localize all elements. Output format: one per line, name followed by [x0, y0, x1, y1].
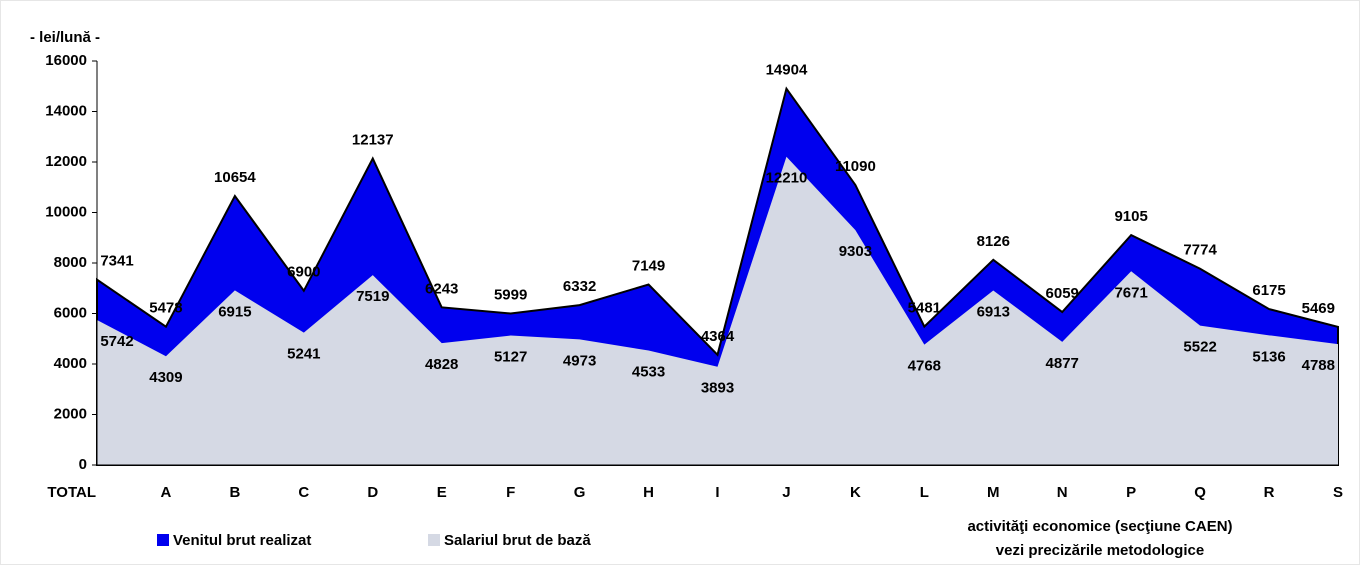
data-label: 9303: [839, 243, 872, 260]
data-label: 4364: [701, 328, 735, 345]
data-label: 6332: [563, 278, 596, 295]
x-axis-label: activităţi economice (secţiune CAEN): [967, 518, 1232, 535]
legend-swatch: [428, 534, 440, 546]
x-tick-label: G: [574, 484, 586, 501]
y-tick-label: 8000: [54, 254, 87, 271]
data-label: 7774: [1183, 242, 1217, 259]
y-tick-label: 4000: [54, 355, 87, 372]
data-label: 5478: [149, 300, 182, 317]
data-label: 6059: [1046, 285, 1079, 302]
y-tick-label: 0: [79, 456, 87, 473]
data-label: 4533: [632, 364, 665, 381]
data-label: 6175: [1252, 282, 1285, 299]
y-tick-label: 14000: [45, 102, 87, 119]
x-tick-label: K: [850, 484, 861, 501]
data-label: 3893: [701, 380, 734, 397]
data-label: 6243: [425, 280, 458, 297]
y-tick-label: 16000: [45, 52, 87, 69]
x-tick-label: L: [920, 484, 929, 501]
data-label: 6900: [287, 264, 320, 281]
data-label: 5522: [1183, 339, 1216, 356]
data-label: 12210: [766, 170, 808, 187]
data-label: 7341: [100, 253, 133, 270]
x-tick-label: M: [987, 484, 1000, 501]
x-axis-label: vezi precizările metodologice: [996, 542, 1204, 559]
x-tick-label: F: [506, 484, 515, 501]
x-tick-label: TOTAL: [47, 484, 96, 501]
data-label: 5136: [1252, 348, 1285, 365]
data-label: 5469: [1302, 300, 1335, 317]
data-label: 4828: [425, 356, 458, 373]
area: [97, 156, 1338, 465]
data-label: 5481: [908, 300, 941, 317]
x-tick-label: I: [715, 484, 719, 501]
x-tick-label: Q: [1194, 484, 1206, 501]
data-label: 4309: [149, 369, 182, 386]
legend-swatch: [157, 534, 169, 546]
data-label: 8126: [977, 233, 1010, 250]
data-label: 5127: [494, 349, 527, 366]
x-tick-label: B: [229, 484, 240, 501]
data-label: 12137: [352, 132, 394, 149]
data-label: 11090: [835, 158, 876, 175]
data-label: 4768: [908, 358, 941, 375]
x-tick-label: R: [1264, 484, 1275, 501]
x-tick-label: H: [643, 484, 654, 501]
x-tick-label: A: [161, 484, 172, 501]
data-label: 4788: [1302, 357, 1335, 374]
x-tick-label: C: [298, 484, 309, 501]
x-tick-label: N: [1057, 484, 1068, 501]
data-label: 5999: [494, 286, 527, 303]
y-tick-label: 2000: [54, 405, 87, 422]
x-tick-label: J: [782, 484, 790, 501]
data-label: 10654: [214, 169, 256, 186]
x-tick-label: S: [1333, 484, 1343, 501]
data-label: 7671: [1114, 284, 1147, 301]
data-label: 5241: [287, 346, 320, 363]
data-label: 14904: [766, 62, 808, 79]
data-label: 9105: [1114, 208, 1147, 225]
data-label: 5742: [100, 333, 133, 350]
x-tick-label: D: [367, 484, 378, 501]
x-tick-label: E: [437, 484, 447, 501]
data-label: 7149: [632, 257, 665, 274]
data-label: 6913: [977, 303, 1010, 320]
y-tick-label: 6000: [54, 304, 87, 321]
legend-label: Venitul brut realizat: [173, 532, 311, 549]
x-tick-label: P: [1126, 484, 1136, 501]
legend-label: Salariul brut de bază: [444, 532, 591, 549]
data-label: 4877: [1046, 355, 1079, 372]
data-label: 6915: [218, 303, 251, 320]
data-label: 7519: [356, 288, 389, 305]
y-tick-label: 12000: [45, 153, 87, 170]
data-label: 4973: [563, 352, 596, 369]
y-axis-label: - lei/lună -: [30, 29, 100, 46]
y-tick-label: 10000: [45, 203, 87, 220]
